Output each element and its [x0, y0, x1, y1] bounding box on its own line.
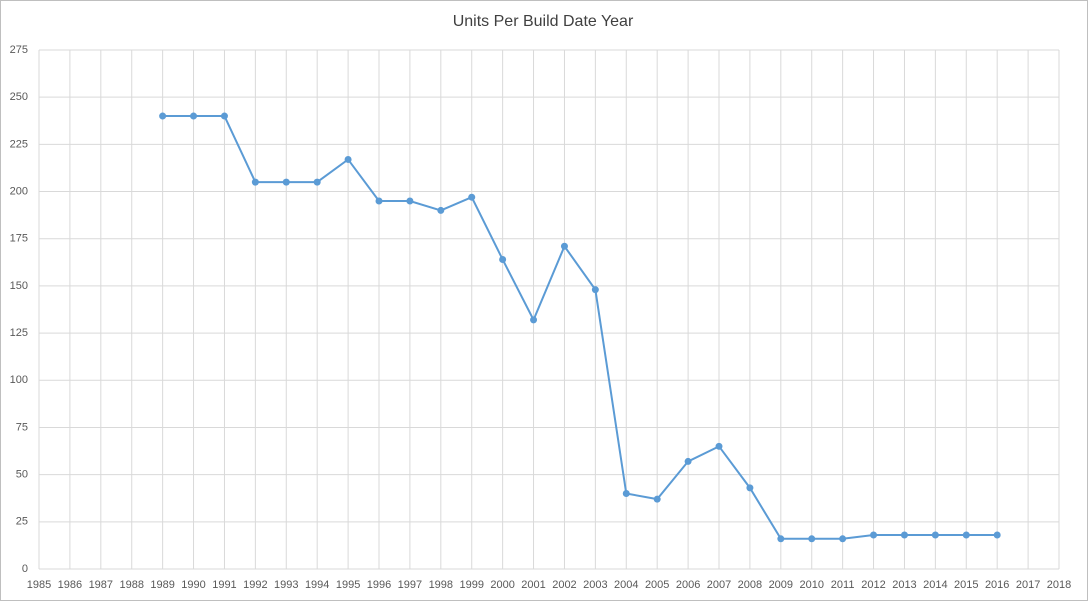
x-tick-label: 1998 — [429, 579, 453, 591]
x-tick-label: 1988 — [119, 579, 143, 591]
x-tick-label: 2007 — [707, 579, 731, 591]
data-point — [468, 193, 476, 201]
data-point — [993, 531, 1001, 539]
x-tick-label: 1986 — [58, 579, 82, 591]
x-tick-label: 1996 — [367, 579, 391, 591]
y-tick-label: 275 — [10, 44, 28, 56]
x-tick-label: 1987 — [89, 579, 113, 591]
x-tick-label: 2014 — [923, 579, 947, 591]
x-tick-label: 2012 — [861, 579, 885, 591]
data-point — [251, 178, 259, 186]
data-point — [344, 155, 352, 163]
x-tick-label: 1999 — [459, 579, 483, 591]
data-point — [220, 112, 228, 120]
x-tick-label: 2011 — [831, 579, 855, 591]
data-point — [530, 316, 538, 324]
data-point — [653, 495, 661, 503]
y-tick-label: 0 — [22, 563, 28, 575]
y-tick-label: 75 — [16, 421, 28, 433]
data-point — [622, 490, 630, 498]
data-point — [684, 457, 692, 465]
data-point — [190, 112, 198, 120]
x-tick-label: 2008 — [738, 579, 762, 591]
data-point — [159, 112, 167, 120]
data-point — [560, 242, 568, 250]
x-tick-label: 1997 — [398, 579, 422, 591]
x-tick-label: 2013 — [892, 579, 916, 591]
chart-title: Units Per Build Date Year — [453, 13, 634, 30]
data-point — [715, 442, 723, 450]
x-tick-label: 2001 — [521, 579, 545, 591]
x-tick-label: 2010 — [799, 579, 823, 591]
x-tick-label: 1985 — [27, 579, 51, 591]
data-point — [591, 286, 599, 294]
x-tick-label: 2002 — [552, 579, 576, 591]
x-tick-label: 1991 — [212, 579, 236, 591]
data-point — [931, 531, 939, 539]
data-point — [962, 531, 970, 539]
x-tick-label: 2006 — [676, 579, 700, 591]
x-tick-label: 2004 — [614, 579, 638, 591]
x-tick-label: 2016 — [985, 579, 1009, 591]
y-tick-label: 175 — [10, 233, 28, 245]
x-tick-label: 1990 — [181, 579, 205, 591]
data-point — [808, 535, 816, 543]
data-point — [839, 535, 847, 543]
data-point — [777, 535, 785, 543]
x-tick-label: 1993 — [274, 579, 298, 591]
y-tick-label: 250 — [10, 91, 28, 103]
data-point — [746, 484, 754, 492]
data-point — [313, 178, 321, 186]
data-point — [437, 206, 445, 214]
x-tick-label: 2017 — [1016, 579, 1040, 591]
data-point — [870, 531, 878, 539]
y-tick-label: 25 — [16, 516, 28, 528]
y-tick-label: 50 — [16, 469, 28, 481]
x-tick-label: 1989 — [150, 579, 174, 591]
data-point — [499, 255, 507, 263]
data-point — [406, 197, 414, 205]
y-tick-label: 200 — [10, 185, 28, 197]
data-point — [375, 197, 383, 205]
x-tick-label: 2003 — [583, 579, 607, 591]
data-line — [162, 115, 998, 540]
y-tick-label: 100 — [10, 374, 28, 386]
x-tick-label: 1994 — [305, 579, 329, 591]
x-tick-label: 1995 — [336, 579, 360, 591]
y-tick-label: 125 — [10, 327, 28, 339]
x-tick-label: 2009 — [769, 579, 793, 591]
data-point — [900, 531, 908, 539]
data-point — [282, 178, 290, 186]
x-tick-label: 2005 — [645, 579, 669, 591]
y-tick-label: 225 — [10, 138, 28, 150]
x-tick-label: 2015 — [954, 579, 978, 591]
x-tick-label: 2000 — [490, 579, 514, 591]
x-tick-label: 1992 — [243, 579, 267, 591]
x-tick-label: 2018 — [1047, 579, 1071, 591]
y-tick-label: 150 — [10, 280, 28, 292]
